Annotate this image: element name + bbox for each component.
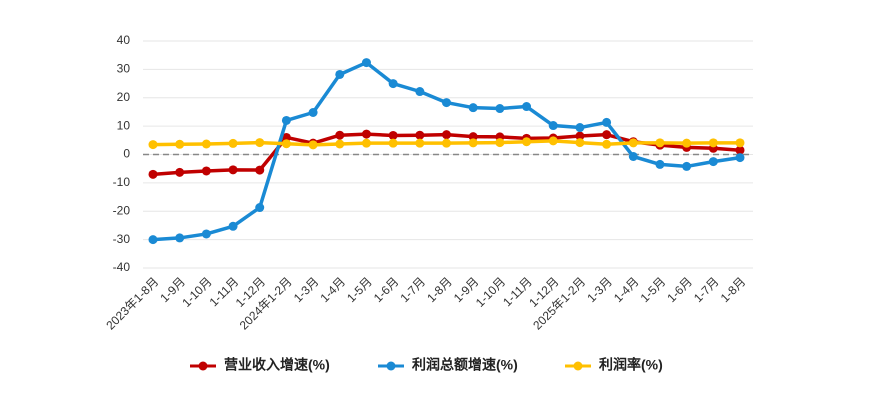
legend-label: 营业收入增速(%) (224, 357, 330, 373)
legend-marker (386, 361, 396, 371)
point (495, 104, 505, 114)
point (442, 98, 451, 108)
point (468, 132, 478, 142)
point (228, 165, 238, 175)
point (201, 166, 211, 176)
legend-marker (198, 361, 208, 371)
point (682, 161, 692, 171)
point (548, 136, 558, 146)
x-tick-label: 1-6月 (371, 274, 402, 305)
point (255, 138, 265, 148)
point (468, 103, 478, 113)
y-tick-label: 40 (117, 33, 131, 47)
point (148, 235, 158, 245)
point (602, 139, 612, 149)
point (228, 138, 238, 148)
point (655, 159, 665, 169)
point (281, 132, 291, 142)
point (735, 138, 745, 148)
y-tick-label: -30 (113, 232, 131, 246)
point (148, 140, 158, 150)
x-tick-label: 1-5月 (638, 274, 669, 305)
point (575, 131, 585, 141)
y-tick-label: 10 (117, 118, 131, 132)
point (388, 130, 398, 140)
point (308, 108, 318, 118)
point (735, 153, 745, 163)
point (281, 115, 291, 125)
point (442, 138, 451, 148)
point (628, 151, 638, 161)
point (682, 138, 692, 148)
point (148, 169, 158, 179)
point (255, 203, 265, 213)
point (335, 69, 345, 79)
point (575, 138, 585, 148)
point (655, 138, 665, 148)
point (548, 121, 558, 131)
y-tick-label: 30 (117, 62, 131, 76)
point (602, 130, 612, 140)
point (175, 139, 185, 149)
point (361, 138, 371, 148)
x-tick-label: 1-4月 (611, 274, 642, 305)
y-tick-label: -20 (113, 203, 131, 217)
point (522, 102, 532, 112)
legend-label: 利润率(%) (599, 357, 663, 373)
point (281, 139, 291, 149)
x-tick-label: 1-4月 (317, 274, 348, 305)
x-tick-label: 1-6月 (664, 274, 695, 305)
point (308, 140, 318, 150)
point (602, 117, 612, 127)
point (201, 229, 211, 239)
x-tick-label: 1-7月 (398, 274, 429, 305)
point (361, 58, 371, 68)
point (415, 87, 425, 97)
point (388, 79, 398, 89)
legend-label: 利润总额增速(%) (412, 357, 518, 373)
y-tick-label: 0 (123, 147, 130, 161)
x-tick-label: 1-7月 (691, 274, 722, 305)
x-tick-label: 1-3月 (291, 274, 322, 305)
point (708, 138, 718, 148)
point (468, 138, 478, 148)
point (335, 139, 345, 149)
point (415, 138, 425, 148)
point (388, 138, 398, 148)
point (201, 139, 211, 149)
x-tick-label: 1-3月 (584, 274, 615, 305)
point (442, 130, 451, 140)
point (228, 221, 238, 231)
y-tick-label: 20 (117, 90, 131, 104)
x-tick-label: 1-10月 (179, 274, 214, 309)
point (735, 145, 745, 155)
series-line (152, 60, 741, 242)
point (522, 137, 532, 147)
x-tick-label: 1-8月 (424, 274, 455, 305)
x-tick-label: 1-5月 (344, 274, 375, 305)
point (495, 138, 505, 148)
point (175, 167, 185, 177)
point (415, 130, 425, 140)
y-tick-label: -40 (113, 260, 131, 274)
point (575, 123, 585, 133)
point (708, 157, 718, 167)
point (175, 233, 185, 243)
point (361, 129, 371, 139)
point (255, 165, 265, 175)
x-tick-label: 1-8月 (718, 274, 749, 305)
legend-marker (573, 361, 583, 371)
y-tick-label: -10 (113, 175, 131, 189)
x-tick-label: 1-10月 (473, 274, 508, 309)
x-tick-label: 2023年1-8月 (103, 274, 161, 332)
point (335, 130, 345, 140)
point (628, 138, 638, 148)
